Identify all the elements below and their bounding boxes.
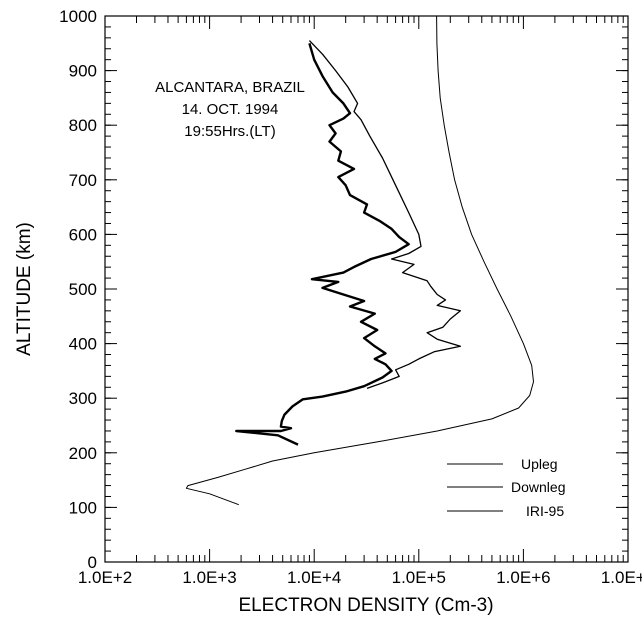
legend-label-upleg: Upleg (521, 456, 558, 472)
y-tick-label: 500 (69, 280, 97, 299)
x-tick-label: 1.0E+4 (287, 568, 341, 587)
x-tick-label: 1.0E+2 (78, 568, 132, 587)
y-tick-label: 1000 (59, 7, 97, 26)
legend-label-iri95: IRI-95 (526, 503, 564, 519)
x-tick-label: 1.0E+5 (392, 568, 446, 587)
y-tick-label: 800 (69, 116, 97, 135)
x-axis-title: ELECTRON DENSITY (Cm-3) (238, 595, 493, 616)
y-tick-label: 0 (88, 553, 97, 572)
y-tick-label: 100 (69, 498, 97, 517)
y-tick-label: 900 (69, 62, 97, 81)
series-line-upleg (235, 42, 410, 446)
y-tick-label: 300 (69, 389, 97, 408)
annotation-line-1: ALCANTARA, BRAZIL (155, 79, 305, 96)
legend-label-downleg: Downleg (511, 479, 565, 495)
series-line-downleg (308, 40, 462, 390)
y-tick-label: 400 (69, 335, 97, 354)
y-tick-label: 700 (69, 171, 97, 190)
y-axis-title: ALTITUDE (km) (14, 222, 35, 356)
axis-tick-labels: 1.0E+2 1.0E+3 1.0E+4 1.0E+5 1.0E+6 1.0E+7 0 100… (59, 7, 642, 587)
series-lines (185, 15, 534, 506)
y-tick-label: 200 (69, 444, 97, 463)
x-tick-label: 1.0E+7 (601, 568, 642, 587)
x-tick-label: 1.0E+6 (496, 568, 550, 587)
annotation-line-2: 14. OCT. 1994 (182, 101, 279, 118)
annotation-line-3: 19:55Hrs.(LT) (184, 123, 275, 140)
series-line-iri-95 (185, 15, 534, 506)
y-tick-label: 600 (69, 225, 97, 244)
x-tick-label: 1.0E+3 (182, 568, 236, 587)
legend: Upleg Downleg IRI-95 (447, 456, 565, 519)
axis-ticks (104, 15, 629, 563)
